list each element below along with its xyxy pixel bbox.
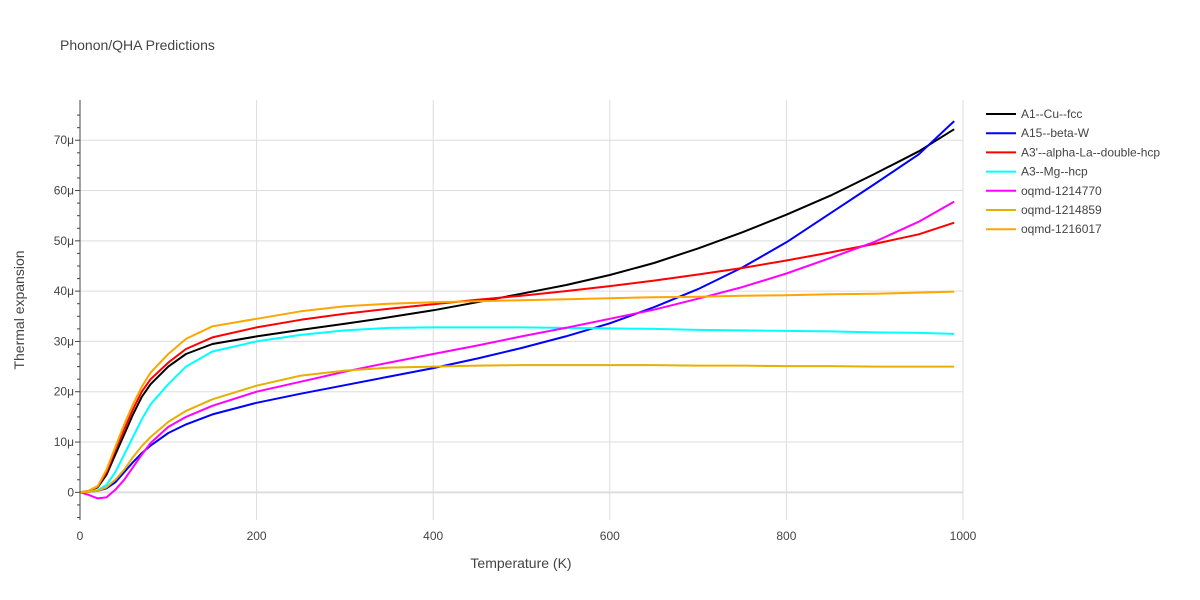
y-tick-label: 30μ: [54, 334, 74, 348]
legend-item-label[interactable]: oqmd-1214859: [1021, 203, 1102, 217]
x-tick-label: 400: [423, 529, 443, 543]
y-tick-label: 70μ: [54, 133, 74, 147]
series-line[interactable]: [79, 326, 955, 494]
x-tick-label: 200: [247, 529, 267, 543]
series-line[interactable]: [79, 128, 955, 494]
y-tick-label: 0: [67, 485, 74, 499]
legend[interactable]: A1--Cu--fcc A15--beta-W A3'--alpha-La--dou…: [986, 107, 1160, 236]
y-tick-label: 10μ: [54, 435, 74, 449]
series-line[interactable]: [79, 120, 955, 494]
y-tick-label: 40μ: [54, 284, 74, 298]
legend-item-label[interactable]: A3--Mg--hcp: [1021, 165, 1088, 179]
chart-title: Phonon/QHA Predictions: [60, 37, 215, 53]
y-tick-label: 20μ: [54, 385, 74, 399]
legend-item-label[interactable]: oqmd-1214770: [1021, 184, 1102, 198]
x-tick-label: 800: [776, 529, 796, 543]
legend-item-label[interactable]: oqmd-1216017: [1021, 222, 1102, 236]
grid: [80, 100, 964, 520]
plot-area: [79, 120, 955, 500]
legend-item-label[interactable]: A15--beta-W: [1021, 126, 1090, 140]
x-tick-label: 1000: [950, 529, 977, 543]
x-tick-label: 600: [600, 529, 620, 543]
y-axis-title: Thermal expansion: [11, 250, 27, 369]
series-line[interactable]: [79, 221, 955, 494]
y-tick-label: 60μ: [54, 184, 74, 198]
legend-item-label[interactable]: A3'--alpha-La--double-hcp: [1021, 145, 1160, 159]
y-tick-label: 50μ: [54, 234, 74, 248]
series-line[interactable]: [79, 364, 955, 494]
x-tick-label: 0: [77, 529, 84, 543]
legend-item-label[interactable]: A1--Cu--fcc: [1021, 107, 1082, 121]
series-line[interactable]: [79, 290, 955, 494]
x-axis-title: Temperature (K): [470, 555, 571, 571]
axes: 0 200 400 600 800 1000 0 10μ 20μ 30μ 40μ 50μ 60μ 70μ: [54, 100, 977, 543]
